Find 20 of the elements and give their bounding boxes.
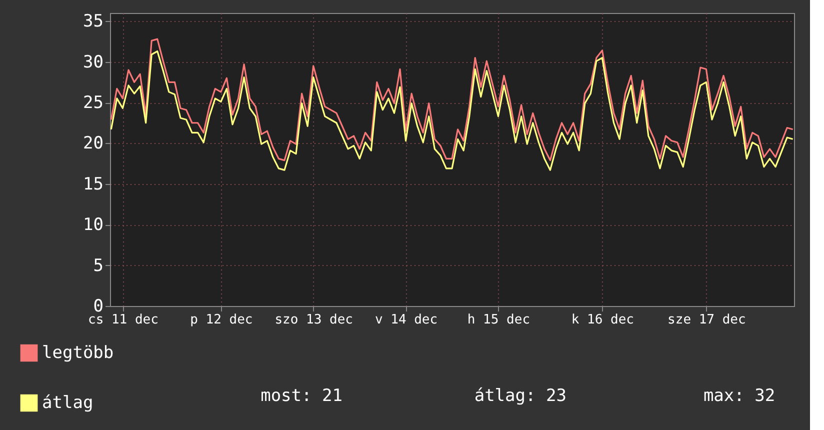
text: max: 32: [703, 386, 776, 406]
y-tick-label: 25: [83, 93, 104, 114]
x-tick-label: szo 13 dec: [274, 312, 353, 328]
text: most: 21: [260, 386, 342, 406]
text: átlag: 23: [474, 386, 566, 406]
x-tick-label: h 15 dec: [467, 312, 530, 328]
y-tick-label: 20: [83, 134, 104, 154]
x-tick-label: v 14 dec: [374, 312, 438, 328]
y-tick-label: 5: [93, 256, 104, 276]
y-tick-label: 10: [83, 215, 104, 236]
legend-label: átlag: [42, 393, 94, 413]
line-series: [110, 38, 794, 162]
y-tick-label: 35: [83, 12, 104, 32]
line-series: [110, 50, 794, 171]
x-tick-label: sze 17 dec: [668, 312, 746, 328]
legend-label: legtöbb: [42, 343, 114, 363]
y-tick-label: 15: [83, 174, 104, 194]
y-tick-label: 30: [83, 52, 104, 72]
x-tick-label: p 12 dec: [190, 312, 253, 328]
x-tick-label: k 16 dec: [571, 312, 634, 328]
